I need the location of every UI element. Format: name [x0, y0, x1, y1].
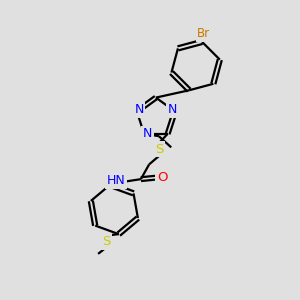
Text: Br: Br: [197, 27, 210, 40]
Text: HN: HN: [107, 174, 125, 187]
Text: N: N: [168, 103, 177, 116]
Text: O: O: [157, 171, 167, 184]
Text: S: S: [155, 142, 164, 156]
Text: N: N: [143, 127, 152, 140]
Text: N: N: [134, 103, 144, 116]
Text: S: S: [102, 235, 110, 248]
